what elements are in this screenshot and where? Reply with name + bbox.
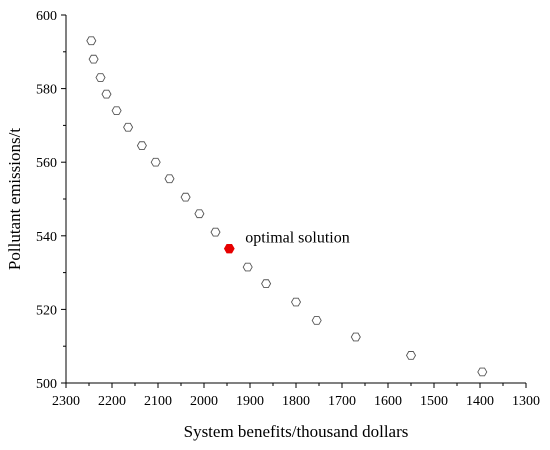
data-point xyxy=(210,227,221,237)
x-tick-label: 1800 xyxy=(282,394,310,409)
data-point xyxy=(180,192,191,202)
x-tick-label: 2200 xyxy=(98,394,126,409)
data-point xyxy=(242,262,253,272)
data-point xyxy=(290,297,302,307)
y-axis-ticks: 500 520 540 560 580 600 xyxy=(36,9,66,392)
plot-area: 2300 2200 2100 2000 1900 1800 1700 1600 1500 1400… xyxy=(36,9,540,409)
data-point xyxy=(136,141,147,150)
x-tick-label: 1500 xyxy=(420,394,448,409)
data-point xyxy=(477,367,488,377)
data-point xyxy=(88,54,99,64)
y-tick-label: 500 xyxy=(36,377,57,392)
data-point xyxy=(86,36,97,46)
data-point xyxy=(150,157,161,167)
x-tick-label: 1700 xyxy=(328,394,356,409)
x-axis-label: System benefits/thousand dollars xyxy=(184,422,409,441)
x-tick-label: 2100 xyxy=(144,394,172,409)
optimal-solution-point xyxy=(223,244,235,254)
data-point xyxy=(405,351,417,360)
x-axis-ticks: 2300 2200 2100 2000 1900 1800 1700 1600 1500 1400… xyxy=(52,383,540,409)
data-point xyxy=(311,316,322,325)
optimal-solution-label: optimal solution xyxy=(245,230,349,247)
data-point xyxy=(261,279,272,288)
x-tick-label: 1300 xyxy=(512,394,540,409)
y-axis-label: Pollutant emissions/t xyxy=(5,128,24,270)
data-point xyxy=(101,89,112,99)
y-tick-label: 600 xyxy=(36,9,57,24)
data-point xyxy=(111,106,122,116)
data-point xyxy=(194,209,205,219)
x-tick-label: 2300 xyxy=(52,394,80,409)
data-points xyxy=(86,36,488,377)
x-tick-label: 1900 xyxy=(236,394,264,409)
y-tick-label: 580 xyxy=(36,83,57,98)
data-point xyxy=(123,122,134,132)
x-tick-label: 2000 xyxy=(190,394,218,409)
x-tick-label: 1400 xyxy=(466,394,494,409)
y-tick-label: 520 xyxy=(36,303,57,318)
y-tick-label: 540 xyxy=(36,230,57,245)
x-tick-label: 1600 xyxy=(374,394,402,409)
data-point xyxy=(350,332,361,342)
y-tick-label: 560 xyxy=(36,156,57,171)
highlight-group: optimal solution xyxy=(223,230,350,254)
data-point xyxy=(95,73,106,82)
data-point xyxy=(164,174,175,184)
